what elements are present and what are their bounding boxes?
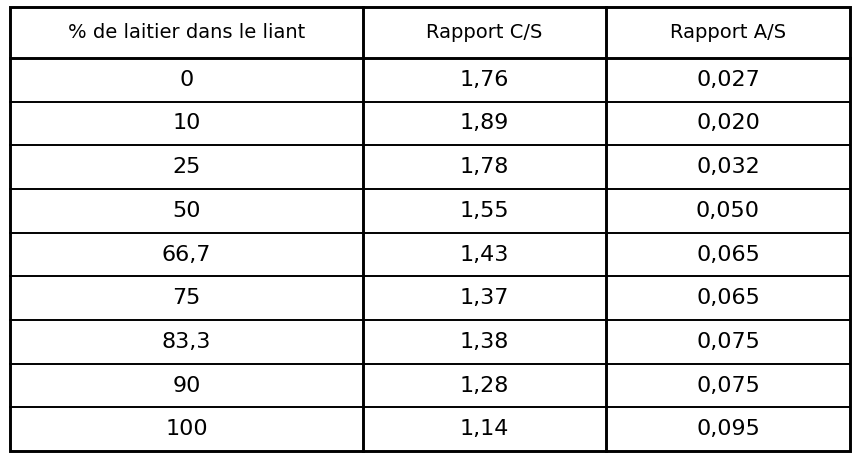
Text: 0: 0 xyxy=(180,70,194,90)
Text: 0,075: 0,075 xyxy=(696,376,760,396)
Text: 0,020: 0,020 xyxy=(696,114,760,133)
Text: 50: 50 xyxy=(172,201,201,221)
Text: Rapport A/S: Rapport A/S xyxy=(670,23,786,42)
Text: 25: 25 xyxy=(172,157,200,177)
Text: 90: 90 xyxy=(172,376,200,396)
Text: 1,37: 1,37 xyxy=(460,288,509,308)
Text: 10: 10 xyxy=(172,114,200,133)
Text: 0,032: 0,032 xyxy=(696,157,760,177)
Text: 1,43: 1,43 xyxy=(460,245,509,265)
Text: 1,38: 1,38 xyxy=(460,332,509,352)
Text: 0,065: 0,065 xyxy=(696,288,760,308)
Text: 83,3: 83,3 xyxy=(162,332,212,352)
Text: 0,095: 0,095 xyxy=(696,419,760,439)
Text: 0,027: 0,027 xyxy=(696,70,760,90)
Text: 1,76: 1,76 xyxy=(460,70,509,90)
Text: 0,075: 0,075 xyxy=(696,332,760,352)
Text: 1,89: 1,89 xyxy=(460,114,509,133)
Text: Rapport C/S: Rapport C/S xyxy=(427,23,543,42)
Text: % de laitier dans le liant: % de laitier dans le liant xyxy=(68,23,305,42)
Text: 66,7: 66,7 xyxy=(162,245,212,265)
Text: 0,065: 0,065 xyxy=(696,245,760,265)
Text: 1,55: 1,55 xyxy=(460,201,509,221)
Text: 0,050: 0,050 xyxy=(696,201,760,221)
Text: 100: 100 xyxy=(165,419,208,439)
Text: 75: 75 xyxy=(172,288,200,308)
Text: 1,78: 1,78 xyxy=(460,157,509,177)
Text: 1,28: 1,28 xyxy=(460,376,509,396)
Text: 1,14: 1,14 xyxy=(460,419,509,439)
